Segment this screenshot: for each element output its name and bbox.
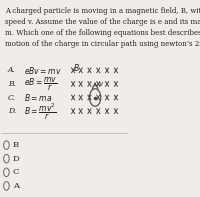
Text: A: A [13, 182, 19, 190]
Text: C.: C. [8, 94, 16, 101]
Text: $v$: $v$ [98, 80, 105, 88]
Text: D: D [13, 155, 19, 163]
Text: A charged particle is moving in a magnetic field, B, with
speed v. Assume the va: A charged particle is moving in a magnet… [5, 7, 200, 48]
Text: $B$: $B$ [73, 62, 80, 73]
Text: $B = \dfrac{mv^2}{r}$: $B = \dfrac{mv^2}{r}$ [24, 101, 57, 122]
Text: B: B [13, 141, 19, 149]
Text: C: C [13, 168, 19, 176]
Text: D.: D. [8, 107, 16, 115]
Text: $B = ma$: $B = ma$ [24, 92, 52, 103]
Text: $eB = \dfrac{mv}{r}$: $eB = \dfrac{mv}{r}$ [24, 75, 57, 93]
Text: $eBv = mv$: $eBv = mv$ [24, 65, 62, 76]
Text: B.: B. [8, 80, 16, 88]
Text: A.: A. [8, 66, 16, 74]
